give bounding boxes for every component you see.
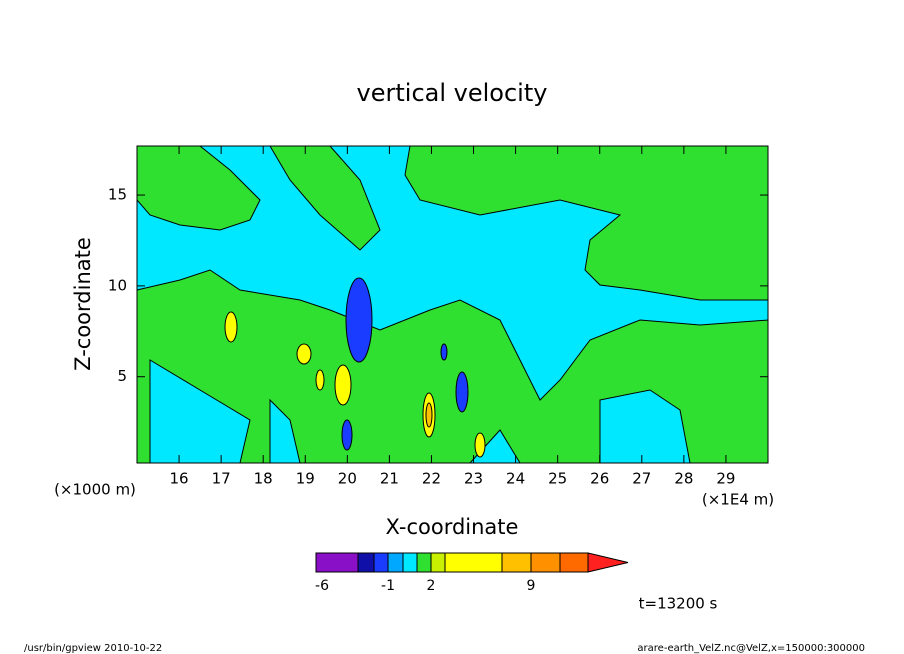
x-tick-label: 28 bbox=[674, 470, 693, 488]
region bbox=[404, 145, 769, 301]
region bbox=[296, 343, 312, 365]
region bbox=[149, 359, 251, 464]
colorbar-segment bbox=[357, 552, 375, 573]
x-tick-label: 25 bbox=[548, 470, 567, 488]
colorbar-segment bbox=[444, 552, 503, 573]
colorbar-segment bbox=[373, 552, 389, 573]
y-axis-label: Z-coordinate bbox=[71, 237, 95, 371]
colorbar-segment bbox=[416, 552, 432, 573]
region bbox=[341, 419, 353, 451]
y-tick-label: 10 bbox=[108, 276, 127, 294]
chart-title: vertical velocity bbox=[357, 79, 548, 107]
x-tick-label: 23 bbox=[464, 470, 483, 488]
x-tick-label: 18 bbox=[254, 470, 273, 488]
x-tick-label: 27 bbox=[632, 470, 651, 488]
region bbox=[474, 432, 486, 458]
colorbar-segment bbox=[501, 552, 532, 573]
x-tick-label: 26 bbox=[590, 470, 609, 488]
x-tick-label: 29 bbox=[716, 470, 735, 488]
x-tick-label: 19 bbox=[296, 470, 315, 488]
colorbar-segment bbox=[387, 552, 404, 573]
y-tick-label: 15 bbox=[108, 186, 127, 204]
x-unit: (×1000 m) bbox=[54, 481, 136, 499]
colorbar-tick-label: -6 bbox=[315, 578, 329, 594]
colorbar-tick-label: -1 bbox=[381, 578, 395, 594]
y-tick-label: 5 bbox=[117, 367, 127, 385]
region bbox=[269, 145, 381, 251]
region bbox=[455, 371, 469, 413]
colorbar-tick-label: 2 bbox=[427, 578, 436, 594]
colorbar-segment bbox=[402, 552, 418, 573]
region bbox=[224, 311, 238, 343]
footer-left: /usr/bin/gpview 2010-10-22 bbox=[24, 643, 162, 654]
region bbox=[425, 402, 433, 428]
region bbox=[334, 364, 352, 406]
x-tick-label: 17 bbox=[212, 470, 231, 488]
plot-frame bbox=[136, 145, 769, 464]
contour-field bbox=[136, 145, 769, 464]
x-tick-label: 16 bbox=[170, 470, 189, 488]
region bbox=[136, 145, 261, 231]
x-scale-note: (×1E4 m) bbox=[702, 491, 774, 509]
colorbar-tick-label: 9 bbox=[527, 578, 536, 594]
colorbar-extension bbox=[587, 552, 629, 573]
time-label: t=13200 s bbox=[639, 595, 718, 613]
x-axis-label: X-coordinate bbox=[386, 515, 519, 539]
region bbox=[315, 369, 325, 391]
region bbox=[599, 389, 691, 464]
footer-right: arare-earth_VelZ.nc@VelZ,x=150000:300000 bbox=[637, 643, 865, 654]
colorbar-segment bbox=[430, 552, 446, 573]
colorbar-segment bbox=[530, 552, 561, 573]
x-tick-label: 24 bbox=[506, 470, 525, 488]
region bbox=[440, 343, 448, 361]
colorbar-segment bbox=[559, 552, 589, 573]
x-tick-label: 22 bbox=[422, 470, 441, 488]
region bbox=[345, 277, 373, 363]
x-tick-label: 20 bbox=[338, 470, 357, 488]
x-tick-label: 21 bbox=[380, 470, 399, 488]
colorbar-segment bbox=[315, 552, 359, 573]
